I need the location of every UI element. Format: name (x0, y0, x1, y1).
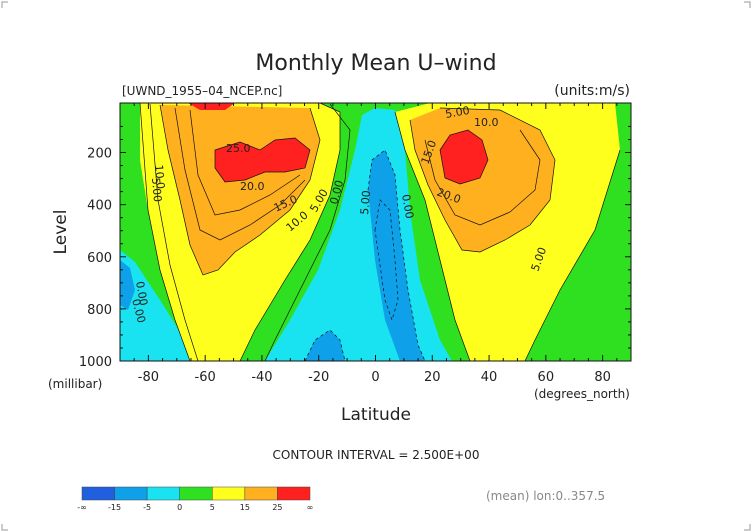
contour-label: 20.0 (240, 180, 265, 193)
colorbar-swatch (114, 486, 148, 501)
band-25-plus-north (440, 130, 488, 184)
negative-contours (304, 149, 426, 361)
colorbar-swatch (179, 486, 213, 501)
colorbar-swatch (212, 486, 246, 501)
contour-fill (120, 103, 631, 361)
file-label: [UWND_1955–04_NCEP.nc] (122, 84, 282, 98)
x-axis: -80 -60 -40 -20 0 20 40 60 80 (119, 103, 632, 385)
x-tick-label: 20 (424, 370, 441, 385)
x-tick-label: 40 (481, 370, 498, 385)
chart-title: Monthly Mean U–wind (255, 51, 496, 76)
y-axis-label: Level (51, 210, 71, 255)
contour-label: 0.00 (399, 193, 416, 219)
contour-label: 5.00 (358, 190, 373, 216)
contour-label: 5.00 (444, 104, 470, 121)
band-neg5-0 (120, 108, 452, 361)
band-25-plus-south (188, 103, 310, 182)
x-tick-label: 80 (594, 370, 611, 385)
contour-label: 0.00 (129, 297, 148, 324)
units-label: (units:m/s) (554, 83, 630, 99)
x-tick-label: -80 (138, 370, 159, 385)
contour-label: 5.00 (149, 177, 164, 203)
colorbar-label: -∞ (77, 503, 87, 512)
colorbar-label: 25 (272, 503, 282, 512)
x-tick-label: -40 (251, 370, 272, 385)
colorbar: -∞ -15 -5 0 5 15 25 ∞ (77, 486, 314, 512)
x-units: (degrees_north) (534, 387, 630, 401)
colorbar-label: 0 (177, 503, 182, 512)
colorbar-label: -5 (143, 503, 151, 512)
band-neg15-neg5 (120, 150, 425, 361)
contour-label: 10.0 (474, 116, 499, 129)
colorbar-swatch (277, 486, 311, 501)
x-tick-label: 0 (371, 370, 379, 385)
y-units: (millibar) (48, 377, 102, 391)
x-axis-label: Latitude (341, 405, 411, 425)
contour-label: 0.00 (327, 179, 346, 206)
colorbar-label: 15 (240, 503, 250, 512)
mean-text: (mean) lon:0..357.5 (486, 489, 605, 503)
y-tick-label: 800 (87, 303, 112, 318)
contour-label: 0.00 (133, 280, 150, 306)
contour-label: 10.0 (152, 164, 167, 190)
colorbar-label: ∞ (307, 503, 314, 512)
x-tick-label: 60 (538, 370, 555, 385)
contour-lines (139, 103, 621, 361)
colorbar-swatch (244, 486, 278, 501)
y-tick-label: 400 (87, 199, 112, 214)
colorbar-label: 5 (210, 503, 215, 512)
x-tick-label: -60 (195, 370, 216, 385)
y-axis: 200 400 600 800 1000 (79, 125, 631, 370)
y-tick-label: 1000 (79, 355, 112, 370)
contour-interval-text: CONTOUR INTERVAL = 2.500E+00 (273, 448, 480, 462)
colorbar-swatch (146, 486, 180, 501)
y-tick-label: 200 (87, 147, 112, 162)
x-tick-label: -20 (308, 370, 329, 385)
contour-label: 25.0 (226, 142, 251, 155)
colorbar-swatch (81, 486, 115, 501)
y-tick-label: 600 (87, 251, 112, 266)
colorbar-label: -15 (108, 503, 121, 512)
